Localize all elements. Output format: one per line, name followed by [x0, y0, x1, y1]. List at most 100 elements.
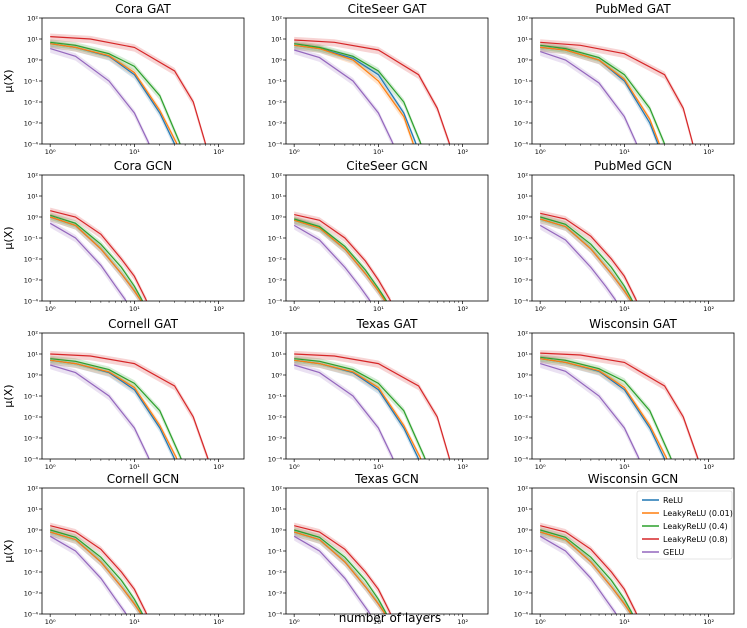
x-tick-label: 10² — [703, 618, 714, 626]
y-tick-label: 10⁻³ — [514, 119, 529, 127]
band-leakyrelu-0-01- — [50, 357, 177, 459]
band-leakyrelu-0-01- — [294, 217, 386, 301]
band-leakyrelu-0-8- — [294, 350, 450, 459]
band-leakyrelu-0-01- — [540, 44, 660, 144]
band-gelu — [294, 361, 394, 459]
x-tick-label: 10⁰ — [535, 618, 546, 626]
x-tick-label: 10¹ — [129, 148, 140, 156]
y-axis-label: μ(X) — [2, 384, 15, 407]
subplot-wisconsin-gcn: Wisconsin GCN 10⁻⁴ 10⁻³ 10⁻² 10⁻¹ 10⁰ 10¹ 10² 10… — [514, 472, 735, 626]
subplot-title: Cornell GCN — [107, 472, 180, 486]
series-line-leakyrelu-0-01- — [50, 43, 178, 144]
x-tick-label: 10⁰ — [289, 463, 300, 471]
x-tick-label: 10² — [213, 618, 224, 626]
plot-area — [294, 350, 451, 459]
x-tick-label: 10² — [457, 618, 468, 626]
y-tick-label: 10⁰ — [27, 213, 38, 221]
x-tick-label: 10¹ — [373, 463, 384, 471]
y-tick-label: 10⁻³ — [268, 434, 283, 442]
band-leakyrelu-0-01- — [540, 529, 632, 614]
y-tick-label: 10⁰ — [517, 526, 528, 534]
y-axis-label: μ(X) — [2, 69, 15, 92]
x-tick-label: 10¹ — [373, 618, 384, 626]
subplot-title: Cora GAT — [115, 2, 171, 16]
band-leakyrelu-0-8- — [50, 522, 147, 614]
x-tick-label: 10⁰ — [45, 463, 56, 471]
x-tick-label: 10¹ — [129, 463, 140, 471]
y-tick-label: 10² — [27, 484, 38, 492]
y-tick-label: 10¹ — [271, 192, 282, 200]
band-leakyrelu-0-8- — [540, 350, 699, 459]
y-tick-label: 10⁻³ — [24, 434, 39, 442]
band-relu — [540, 529, 632, 614]
series-line-gelu — [50, 364, 150, 459]
band-leakyrelu-0-4- — [540, 526, 633, 614]
series-line-leakyrelu-0-4- — [540, 356, 672, 459]
band-leakyrelu-0-01- — [294, 357, 421, 459]
x-tick-label: 10² — [213, 463, 224, 471]
x-tick-label: 10² — [213, 305, 224, 313]
legend: ReLU LeakyReLU (0.01) LeakyReLU (0.4) Leaky… — [636, 490, 733, 560]
series-line-gelu — [539, 224, 617, 301]
y-tick-label: 10⁻² — [24, 255, 39, 263]
x-tick-label: 10² — [457, 463, 468, 471]
series-line-leakyrelu-0-8- — [294, 525, 392, 614]
subplot-texas-gat: Texas GAT 10⁻⁴ 10⁻³ 10⁻² 10⁻¹ 10⁰ 10¹ 10² 10⁰ 10¹… — [268, 317, 489, 471]
y-tick-label: 10¹ — [271, 350, 282, 358]
y-tick-label: 10⁻⁴ — [24, 610, 39, 618]
x-tick-label: 10¹ — [619, 463, 630, 471]
subplot-citeseer-gat: CiteSeer GAT 10⁻⁴ 10⁻³ 10⁻² 10⁻¹ 10⁰ 10¹ 10² 10⁰… — [268, 2, 489, 156]
series-line-leakyrelu-0-01- — [50, 359, 178, 459]
x-tick-label: 10¹ — [129, 305, 140, 313]
subplot-title: PubMed GAT — [595, 2, 671, 16]
band-leakyrelu-0-8- — [294, 522, 391, 614]
y-tick-label: 10⁻³ — [24, 589, 39, 597]
y-tick-label: 10⁻¹ — [268, 77, 283, 85]
subplot-title: Texas GCN — [354, 472, 419, 486]
x-tick-label: 10² — [457, 148, 468, 156]
x-tick-label: 10² — [213, 148, 224, 156]
y-tick-label: 10⁻⁴ — [514, 610, 529, 618]
y-tick-label: 10¹ — [27, 35, 38, 43]
y-tick-label: 10⁻³ — [514, 589, 529, 597]
x-tick-label: 10¹ — [619, 148, 630, 156]
series-line-gelu — [540, 51, 638, 144]
y-tick-label: 10⁻¹ — [24, 77, 39, 85]
y-tick-label: 10⁻² — [24, 98, 39, 106]
series-line-leakyrelu-0-01- — [540, 531, 632, 614]
y-tick-label: 10¹ — [271, 505, 282, 513]
band-relu — [294, 357, 419, 459]
y-tick-label: 10⁻⁴ — [268, 297, 283, 305]
band-relu — [294, 217, 386, 301]
series-line-gelu — [49, 535, 127, 614]
y-axis-label: μ(X) — [2, 226, 15, 249]
series-line-leakyrelu-0-8- — [50, 210, 148, 301]
band-relu — [50, 357, 175, 459]
band-leakyrelu-0-01- — [540, 355, 667, 459]
y-tick-label: 10⁻³ — [24, 119, 39, 127]
y-tick-label: 10⁻² — [268, 255, 283, 263]
y-tick-label: 10¹ — [517, 350, 528, 358]
y-tick-label: 10⁰ — [27, 56, 38, 64]
band-leakyrelu-0-4- — [294, 216, 387, 301]
y-tick-label: 10¹ — [271, 35, 282, 43]
band-leakyrelu-0-8- — [294, 211, 391, 301]
y-tick-label: 10² — [271, 484, 282, 492]
y-tick-label: 10⁻² — [24, 413, 39, 421]
x-tick-label: 10⁰ — [535, 305, 546, 313]
y-tick-label: 10⁻² — [268, 413, 283, 421]
y-tick-label: 10⁻⁴ — [24, 455, 39, 463]
x-tick-label: 10² — [457, 305, 468, 313]
y-tick-label: 10⁻³ — [268, 589, 283, 597]
y-tick-label: 10⁻¹ — [514, 392, 529, 400]
subplot-wisconsin-gat: Wisconsin GAT 10⁻⁴ 10⁻³ 10⁻² 10⁻¹ 10⁰ 10¹ 10² 10… — [514, 317, 735, 471]
y-tick-label: 10⁻³ — [514, 434, 529, 442]
axes-frame — [531, 17, 735, 145]
band-relu — [540, 355, 665, 459]
series-line-leakyrelu-0-4- — [294, 529, 388, 614]
plot-area — [294, 36, 451, 144]
x-tick-label: 10² — [703, 463, 714, 471]
series-line-gelu — [294, 49, 394, 144]
band-gelu — [50, 45, 150, 144]
y-tick-label: 10⁻² — [514, 413, 529, 421]
